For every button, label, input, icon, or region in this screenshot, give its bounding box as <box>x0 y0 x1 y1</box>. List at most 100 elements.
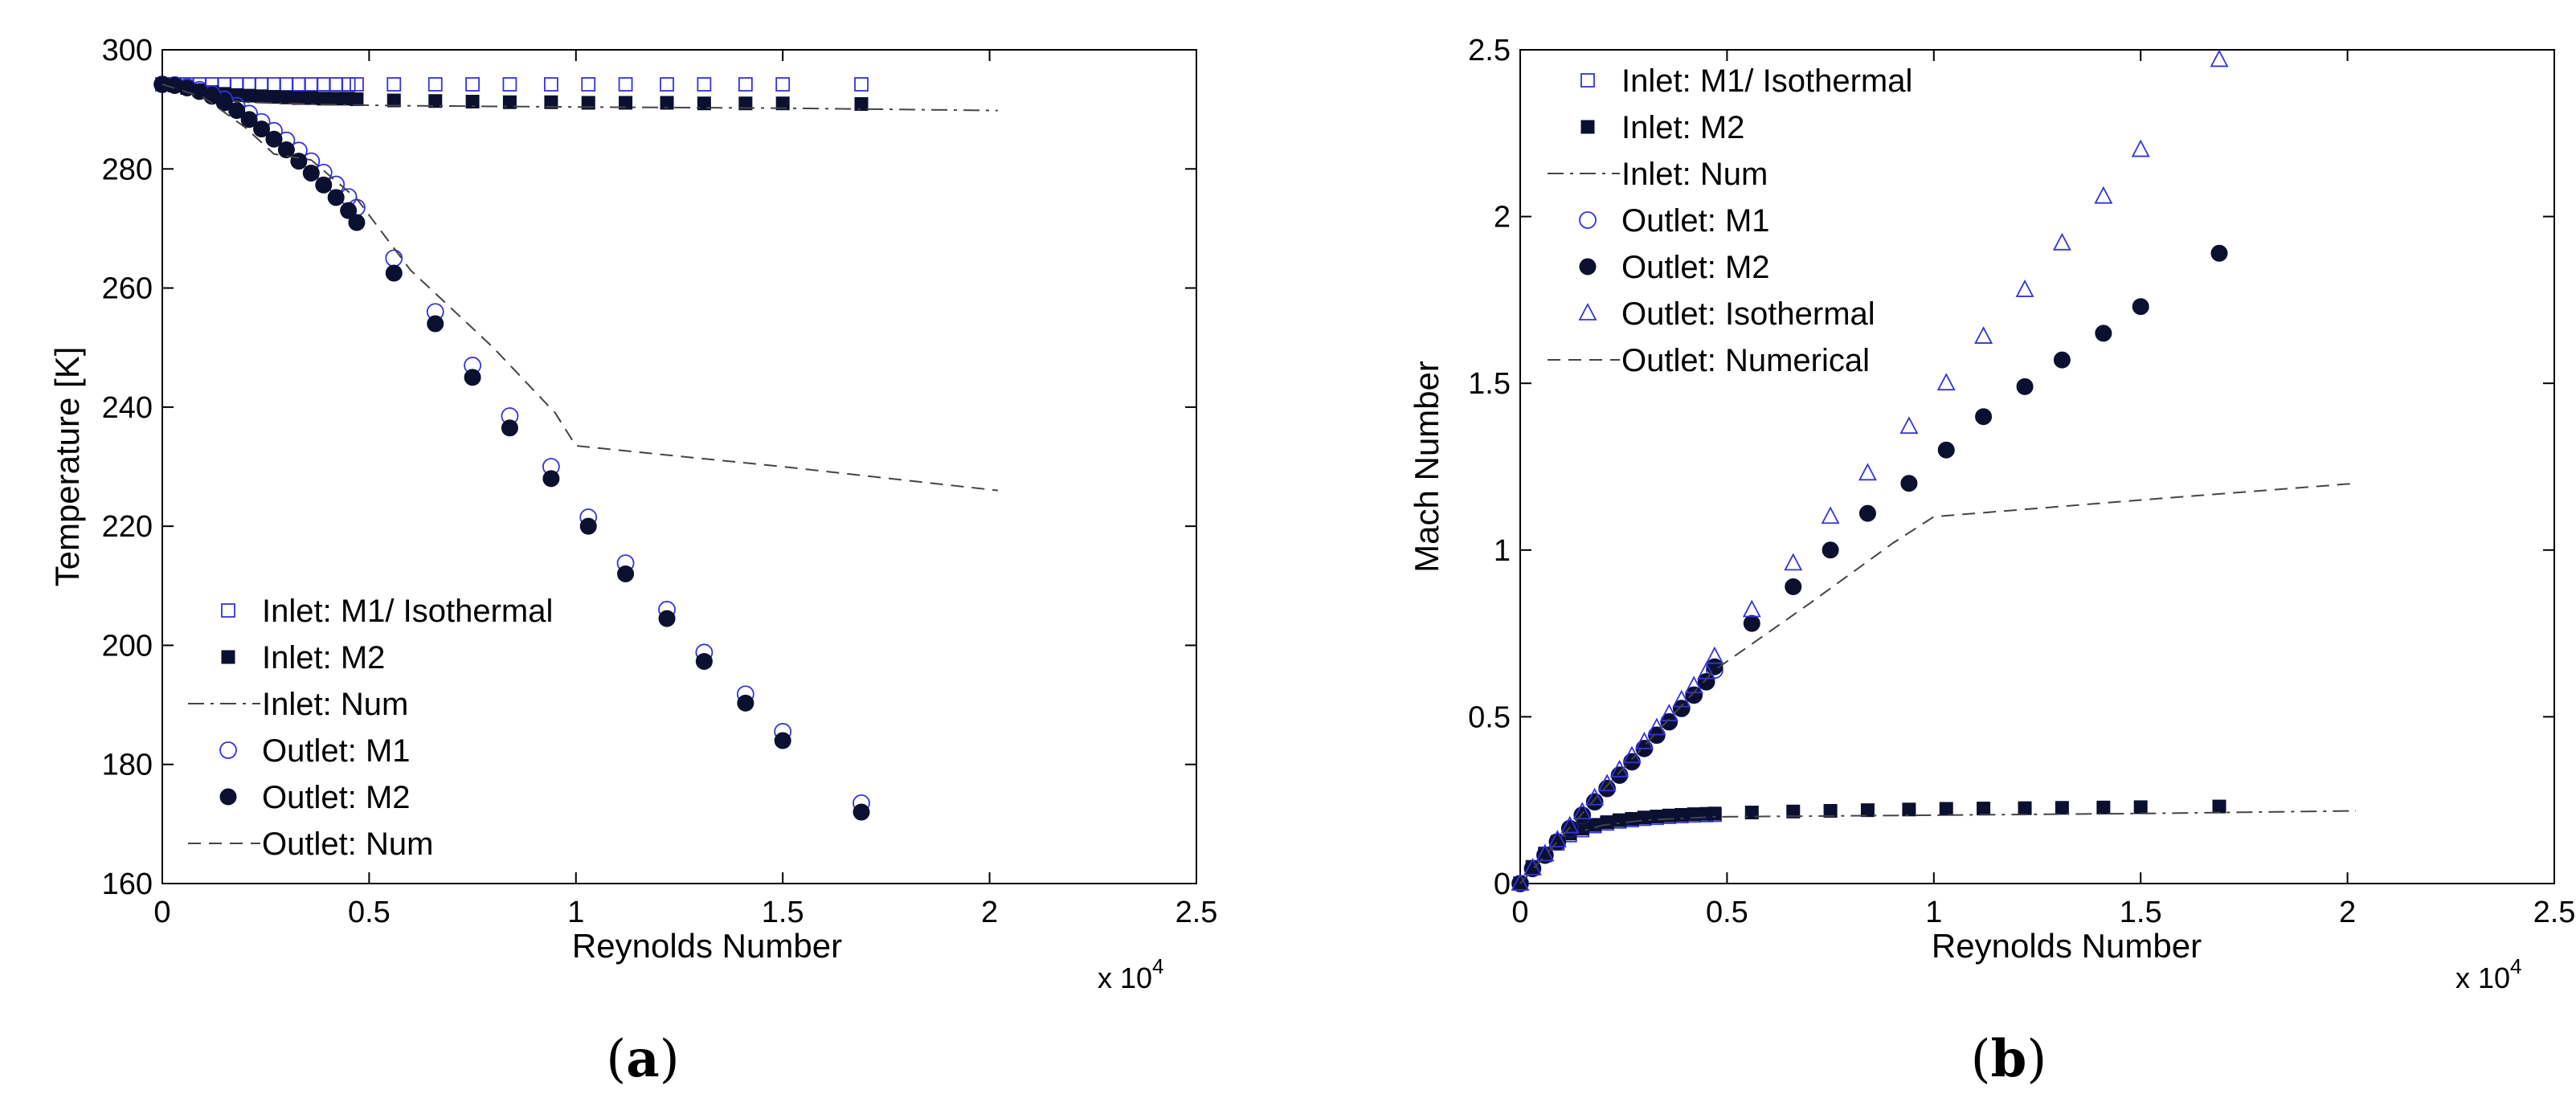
data-point <box>317 92 331 106</box>
legend-label: Outlet: M1 <box>262 733 411 769</box>
data-point <box>737 694 754 712</box>
data-point <box>465 77 480 92</box>
data-point <box>581 77 596 92</box>
data-point <box>619 96 633 110</box>
chart-b-xlabel: Reynolds Number <box>1932 927 2202 965</box>
chart-b: 0 0.5 1 1.5 2 2.5 0 0.5 1 1.5 2 2.5 Reynolds Number… <box>1408 34 2575 1089</box>
legend-item-outlet-num: Outlet: Num <box>188 827 433 862</box>
data-point <box>350 77 364 92</box>
chart-a-series <box>153 76 999 821</box>
data-point <box>697 96 711 111</box>
series-inlet-num <box>162 84 998 112</box>
data-point <box>1660 713 1678 731</box>
ytick-label: 2.5 <box>1468 34 1511 67</box>
chart-a-xlabel: Reynolds Number <box>572 927 842 965</box>
data-point <box>1674 807 1689 822</box>
data-point <box>1974 326 1993 344</box>
data-point <box>240 111 258 129</box>
data-point <box>501 419 518 437</box>
data-point <box>1613 813 1627 827</box>
xtick-label: 1.5 <box>2120 896 2162 929</box>
legend-marker <box>219 741 237 759</box>
ytick-label: 240 <box>102 391 153 425</box>
chart-b-ticks: 0 0.5 1 1.5 2 2.5 0 0.5 1 1.5 2 2.5 <box>1468 34 2575 929</box>
data-point <box>2131 139 2150 157</box>
legend-item-inlet-m2: Inlet: M2 <box>221 640 385 676</box>
data-point <box>1742 599 1761 618</box>
data-point <box>340 202 358 219</box>
legend-label: Inlet: M1/ Isothermal <box>1621 63 1912 99</box>
data-point <box>2053 351 2071 369</box>
data-point <box>341 77 356 92</box>
data-point <box>1585 787 1605 806</box>
data-point <box>386 77 402 92</box>
data-point <box>1939 802 1953 816</box>
legend-marker <box>1580 73 1595 88</box>
xtick-label: 0.5 <box>1706 896 1748 929</box>
ytick-label: 0 <box>1494 867 1511 901</box>
data-point <box>544 77 558 92</box>
ytick-label: 220 <box>102 510 153 544</box>
data-point <box>304 91 318 105</box>
chart-a-ylabel: Temperature [K] <box>48 347 86 587</box>
data-point <box>853 803 870 821</box>
data-point <box>1673 700 1691 717</box>
legend-label: Outlet: Num <box>262 827 433 862</box>
legend-item-outlet-m2: Outlet: M2 <box>1579 250 1770 285</box>
legend-item-outlet-numerical: Outlet: Numerical <box>1548 343 1870 378</box>
data-point <box>1860 803 1875 818</box>
series-line-outlet-numerical <box>1519 482 2356 884</box>
legend-item-outlet-m2: Outlet: M2 <box>219 780 411 815</box>
data-point <box>1975 408 1993 426</box>
data-point <box>1902 802 1916 817</box>
caption-b: (b) <box>1971 1029 2047 1089</box>
data-point <box>1937 441 1955 459</box>
chart-a: 0 0.5 1 1.5 2 2.5 160 180 200 220 240 260 280 300 Rey… <box>48 34 1217 1089</box>
series-line-outlet-num <box>162 84 999 492</box>
data-point <box>2096 800 2111 814</box>
data-point <box>1625 811 1639 826</box>
legend-marker <box>1578 303 1597 320</box>
data-point <box>1698 673 1715 691</box>
xtick-label: 2.5 <box>1176 896 1218 929</box>
legend-marker <box>1579 258 1597 276</box>
data-point <box>428 94 443 108</box>
data-point <box>1858 504 1876 522</box>
chart-a-ticks: 0 0.5 1 1.5 2 2.5 160 180 200 220 240 260 280 300 <box>102 34 1218 929</box>
data-point <box>695 652 713 670</box>
data-point <box>2094 186 2113 204</box>
data-point <box>327 189 345 206</box>
data-point <box>242 88 256 103</box>
legend-marker <box>1579 211 1597 229</box>
legend-label: Outlet: Numerical <box>1621 343 1870 378</box>
ytick-label: 260 <box>102 272 153 306</box>
xtick-label: 0 <box>1511 896 1528 929</box>
data-point <box>617 565 635 582</box>
data-point <box>1743 614 1760 632</box>
legend-label: Inlet: M1/ Isothermal <box>262 594 553 629</box>
legend-marker <box>1580 120 1595 134</box>
data-point <box>502 77 517 92</box>
legend-marker <box>219 788 237 806</box>
data-point <box>1597 773 1617 792</box>
chart-b-frame <box>1519 49 2555 884</box>
data-point <box>277 141 295 159</box>
data-point <box>215 94 233 112</box>
data-point <box>228 102 246 120</box>
data-point <box>775 77 791 92</box>
data-point <box>267 90 281 104</box>
series-line-inlet-num <box>162 84 998 112</box>
data-point <box>427 315 444 333</box>
legend-label: Inlet: Num <box>1621 157 1768 192</box>
legend-item-inlet-m1-isothermal: Inlet: M1/ Isothermal <box>221 594 553 629</box>
xtick-label: 0 <box>153 896 170 929</box>
data-point <box>1623 753 1641 770</box>
data-point <box>1598 780 1616 798</box>
chart-a-legend: Inlet: M1/ Isothermal Inlet: M2 Inlet: Num… <box>188 594 553 862</box>
xtick-label: 2.5 <box>2533 896 2576 929</box>
xtick-label: 2 <box>2339 896 2356 929</box>
legend-marker <box>221 650 235 664</box>
xtick-label: 1 <box>567 896 584 929</box>
ytick-label: 300 <box>102 34 153 67</box>
